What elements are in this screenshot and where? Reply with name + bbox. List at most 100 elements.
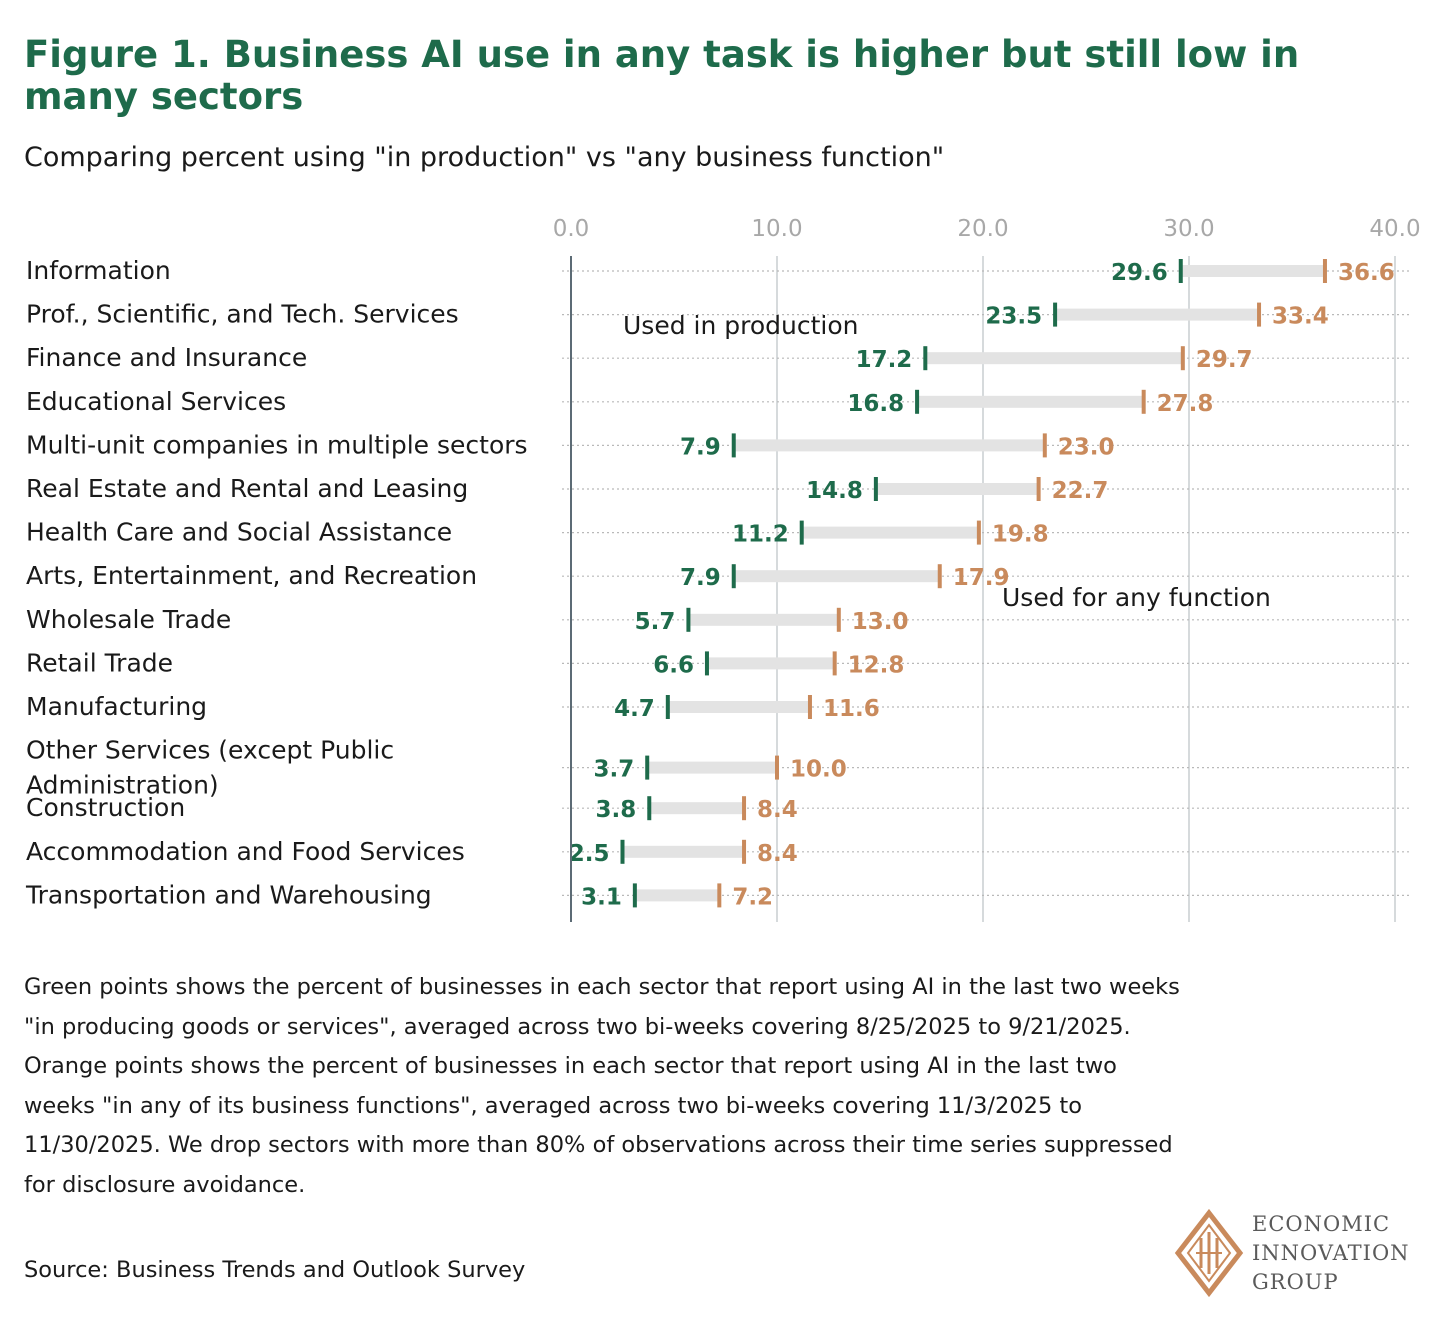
production-marker <box>1178 259 1183 283</box>
category-label: Information <box>26 256 171 285</box>
annotation-any-function: Used for any function <box>1002 583 1271 612</box>
any-function-value-label: 8.4 <box>757 841 798 867</box>
any-function-marker <box>742 839 747 864</box>
eig-logo: ECONOMIC INNOVATION GROUP <box>1174 1208 1444 1303</box>
range-bar <box>917 395 1144 408</box>
any-function-value-label: 13.0 <box>852 609 909 635</box>
any-function-marker <box>832 651 837 676</box>
any-function-marker <box>1036 477 1041 501</box>
range-bar <box>1180 265 1325 277</box>
production-value-label: 23.5 <box>985 304 1042 330</box>
production-marker <box>665 695 670 719</box>
category-label: Transportation and Warehousing <box>25 880 432 909</box>
category-label: Other Services (except Public <box>26 736 394 765</box>
production-marker <box>799 520 804 545</box>
any-function-marker <box>1141 389 1146 414</box>
any-function-marker <box>807 695 812 719</box>
x-tick-label: 40.0 <box>1369 216 1420 242</box>
any-function-value-label: 33.4 <box>1272 304 1329 330</box>
category-label: Prof., Scientific, and Tech. Services <box>26 300 459 329</box>
production-value-label: 11.2 <box>732 522 789 548</box>
any-function-marker <box>976 520 981 545</box>
any-function-marker <box>1042 433 1047 458</box>
category-label: Multi-unit companies in multiple sectors <box>26 430 528 459</box>
any-function-value-label: 23.0 <box>1058 434 1115 460</box>
annotation-production: Used in production <box>623 311 859 340</box>
range-bar <box>733 570 940 583</box>
chart-title: Figure 1. Business AI use in any task is… <box>24 33 1300 118</box>
range-bar <box>875 483 1039 495</box>
chart-source: Source: Business Trends and Outlook Surv… <box>24 1257 526 1283</box>
category-label: Wholesale Trade <box>26 605 231 634</box>
any-function-value-label: 27.8 <box>1157 391 1214 417</box>
production-value-label: 6.6 <box>653 652 694 678</box>
logo-line-2: INNOVATION <box>1252 1241 1410 1265</box>
range-bar <box>647 761 777 774</box>
category-label: Educational Services <box>26 387 286 416</box>
production-marker <box>645 755 650 780</box>
any-function-value-label: 29.7 <box>1196 347 1253 373</box>
x-tick-label: 30.0 <box>1163 216 1214 242</box>
any-function-value-label: 8.4 <box>757 797 798 823</box>
dumbbell-chart: 0.0 10.0 20.0 30.0 40.0 Information 29.6 36.6 Pr… <box>25 216 1421 922</box>
range-bar <box>733 439 1045 452</box>
any-function-marker <box>717 883 722 908</box>
range-bar <box>667 701 810 713</box>
production-marker <box>731 564 736 589</box>
any-function-value-label: 19.8 <box>992 522 1049 548</box>
production-value-label: 3.7 <box>593 757 634 783</box>
any-function-marker <box>742 796 747 821</box>
any-function-marker <box>1257 302 1262 327</box>
eig-logo-mark-icon <box>1174 1208 1244 1298</box>
x-tick-label: 0.0 <box>553 216 590 242</box>
category-label: Finance and Insurance <box>26 343 307 372</box>
production-value-label: 16.8 <box>847 391 904 417</box>
production-marker <box>873 477 878 501</box>
category-label: Arts, Entertainment, and Recreation <box>26 561 477 590</box>
category-label: Manufacturing <box>26 692 207 721</box>
any-function-marker <box>1322 259 1327 283</box>
x-tick-label: 20.0 <box>957 216 1008 242</box>
logo-line-3: GROUP <box>1252 1270 1339 1294</box>
any-function-marker <box>836 607 841 632</box>
any-function-marker <box>937 564 942 589</box>
production-value-label: 5.7 <box>635 609 676 635</box>
production-marker <box>647 796 652 821</box>
category-label: Administration) <box>26 771 219 800</box>
production-marker <box>632 883 637 908</box>
x-tick-label: 10.0 <box>751 216 802 242</box>
production-marker <box>731 433 736 458</box>
category-label: Retail Trade <box>26 648 173 677</box>
production-marker <box>915 389 920 414</box>
production-marker <box>686 607 691 632</box>
any-function-value-label: 11.6 <box>823 696 880 722</box>
category-label: Real Estate and Rental and Leasing <box>26 474 468 503</box>
production-marker <box>1053 302 1058 327</box>
production-value-label: 7.9 <box>680 565 721 591</box>
category-label: Accommodation and Food Services <box>26 837 465 866</box>
production-marker <box>704 651 709 676</box>
any-function-value-label: 12.8 <box>848 652 905 678</box>
any-function-value-label: 17.9 <box>953 565 1010 591</box>
any-function-value-label: 10.0 <box>790 757 847 783</box>
range-bar <box>801 526 979 539</box>
production-value-label: 29.6 <box>1111 260 1168 286</box>
production-value-label: 17.2 <box>856 347 913 373</box>
production-value-label: 14.8 <box>806 478 863 504</box>
any-function-value-label: 7.2 <box>732 884 773 910</box>
range-bar <box>925 352 1183 365</box>
production-value-label: 2.5 <box>569 841 610 867</box>
range-bar <box>706 657 835 670</box>
any-function-value-label: 36.6 <box>1338 260 1395 286</box>
any-function-value-label: 22.7 <box>1052 478 1109 504</box>
any-function-marker <box>775 755 779 780</box>
range-bar <box>634 889 720 902</box>
range-bar <box>688 613 839 626</box>
category-label: Health Care and Social Assistance <box>26 518 452 547</box>
production-marker <box>620 839 625 864</box>
production-value-label: 7.9 <box>680 434 721 460</box>
production-value-label: 3.1 <box>581 884 622 910</box>
eig-logo-text: ECONOMIC INNOVATION GROUP <box>1252 1210 1410 1297</box>
logo-line-1: ECONOMIC <box>1252 1212 1391 1236</box>
production-value-label: 3.8 <box>596 797 637 823</box>
